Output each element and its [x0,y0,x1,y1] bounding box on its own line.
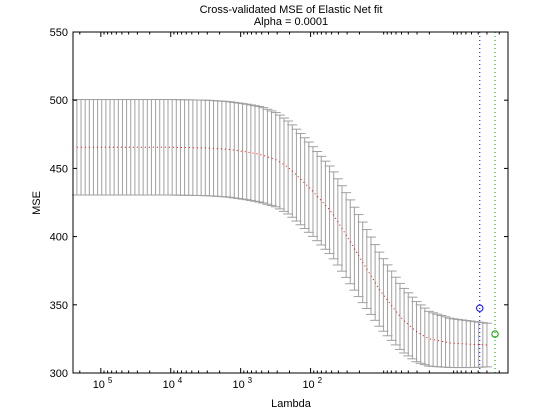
x-tick-exponent: 3 [248,376,253,385]
plot-area [71,32,499,373]
y-tick-label: 550 [50,27,68,39]
axes-box [72,31,509,374]
y-tick-label: 500 [50,95,68,107]
y-tick-label: 350 [50,300,68,312]
marker-circle [491,330,499,338]
x-tick-label: 10 [233,379,245,391]
mse-curve [76,146,487,346]
x-tick-label: 10 [93,379,105,391]
x-tick-exponent: 5 [108,376,113,385]
y-tick-label: 450 [50,163,68,175]
error-bars [71,99,492,369]
x-tick-exponent: 4 [178,376,183,385]
y-tick-label: 300 [50,368,68,380]
x-axis-label: Lambda [271,398,312,410]
chart-title: Cross-validated MSE of Elastic Net fit [200,4,383,16]
x-tick-exponent: 2 [318,376,323,385]
chart-subtitle: Alpha = 0.0001 [254,16,328,28]
marker-circle [476,304,484,312]
x-tick-label: 10 [163,379,175,391]
y-axis-label: MSE [31,191,43,215]
x-tick-label: 10 [302,379,314,391]
y-tick-label: 400 [50,232,68,244]
